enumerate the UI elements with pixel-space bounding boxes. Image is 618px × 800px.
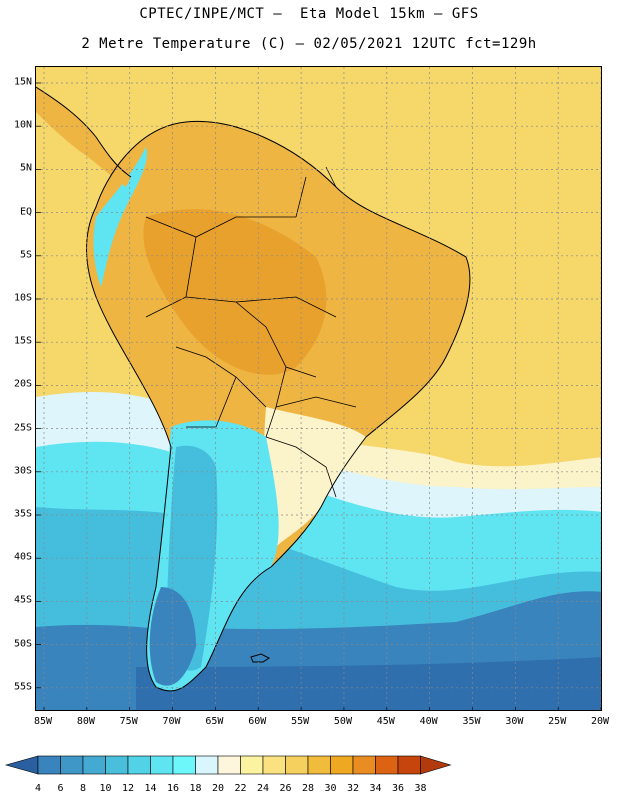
lon-label: 60W xyxy=(248,716,267,727)
colorbar-swatch xyxy=(307,755,331,775)
colorbar-swatch xyxy=(397,755,421,775)
colorbar-right-arrow xyxy=(420,755,452,775)
lon-label: 50W xyxy=(333,716,352,727)
central-america-land xyxy=(36,87,131,187)
lat-label: 55S xyxy=(13,681,32,693)
colorbar-swatch xyxy=(37,755,61,775)
lat-label: 40S xyxy=(13,551,32,563)
colorbar-swatch xyxy=(105,755,129,775)
lat-label: 20S xyxy=(13,378,32,390)
colorbar-label: 38 xyxy=(414,783,427,794)
lon-label: 75W xyxy=(119,716,138,727)
colorbar-label: 18 xyxy=(189,783,202,794)
colorbar-label: 4 xyxy=(34,783,42,794)
colorbar xyxy=(4,755,452,775)
colorbar-swatch xyxy=(82,755,106,775)
colorbar-swatch xyxy=(60,755,84,775)
colorbar-label: 14 xyxy=(144,783,157,794)
lon-label: 40W xyxy=(419,716,438,727)
colorbar-swatch xyxy=(240,755,264,775)
graticule xyxy=(36,67,601,710)
colorbar-label: 12 xyxy=(121,783,135,794)
colorbar-label: 28 xyxy=(301,783,315,794)
colorbar-swatch xyxy=(172,755,196,775)
country-borders xyxy=(145,166,357,498)
lat-label: 30S xyxy=(13,465,32,477)
lon-label: 45W xyxy=(376,716,395,727)
patagonia-deep-cold xyxy=(149,587,196,686)
colorbar-label: 6 xyxy=(57,783,64,794)
map-svg xyxy=(36,67,601,710)
lat-label: 15N xyxy=(13,76,32,88)
lat-label: 5N xyxy=(19,162,32,174)
colorbar-label: 8 xyxy=(79,783,87,794)
lat-label: 15S xyxy=(13,335,32,347)
colorbar-swatch xyxy=(195,755,219,775)
colorbar-label: 16 xyxy=(166,783,180,794)
colorbar-label: 26 xyxy=(279,783,292,794)
colorbar-label: 10 xyxy=(99,783,112,794)
colorbar-swatch xyxy=(217,755,241,775)
colorbar-label: 20 xyxy=(211,783,225,794)
colorbar-swatch xyxy=(375,755,399,775)
colorbar-swatch xyxy=(150,755,174,775)
lon-label: 25W xyxy=(548,716,567,727)
colorbar-label: 34 xyxy=(369,783,382,794)
falkland-islands xyxy=(250,653,270,663)
lon-label: 80W xyxy=(76,716,95,727)
chart-subtitle: 2 Metre Temperature (C) – 02/05/2021 12U… xyxy=(81,36,537,52)
colorbar-swatch xyxy=(262,755,286,775)
lon-label: 30W xyxy=(505,716,524,727)
lon-label: 55W xyxy=(291,716,310,727)
lon-label: 65W xyxy=(205,716,224,727)
southeast-mild-area xyxy=(264,407,366,547)
southern-darkest-band xyxy=(136,657,601,710)
lat-label: 45S xyxy=(13,594,32,606)
lat-label: 10S xyxy=(13,292,32,304)
colorbar-left-arrow xyxy=(4,755,39,775)
colorbar-swatch xyxy=(352,755,376,775)
colorbar-swatch xyxy=(330,755,354,775)
amazon-hot-area xyxy=(143,209,327,375)
colorbar-swatch xyxy=(285,755,309,775)
lat-label: 10N xyxy=(13,119,32,131)
colorbar-swatch xyxy=(127,755,151,775)
chart-title: CPTEC/INPE/MCT – Eta Model 15km – GFS xyxy=(139,6,479,22)
central-america-coastline xyxy=(36,86,132,178)
lon-label: 35W xyxy=(462,716,481,727)
lat-label: 35S xyxy=(13,508,32,520)
lon-label: 85W xyxy=(33,716,53,727)
northern-andes-cold xyxy=(93,147,147,287)
colorbar-label: 36 xyxy=(391,783,405,794)
lon-label: 70W xyxy=(162,716,181,727)
colorbar-label: 24 xyxy=(256,783,270,794)
lat-label: 5S xyxy=(19,249,32,261)
lat-label: 25S xyxy=(13,422,32,434)
colorbar-label: 30 xyxy=(324,783,337,794)
lon-label: 20W xyxy=(591,716,610,727)
lat-label: EQ xyxy=(19,206,32,218)
lat-label: 50S xyxy=(13,638,32,650)
colorbar-label: 32 xyxy=(346,783,360,794)
colorbar-label: 22 xyxy=(234,783,247,794)
temperature-map xyxy=(35,66,602,711)
